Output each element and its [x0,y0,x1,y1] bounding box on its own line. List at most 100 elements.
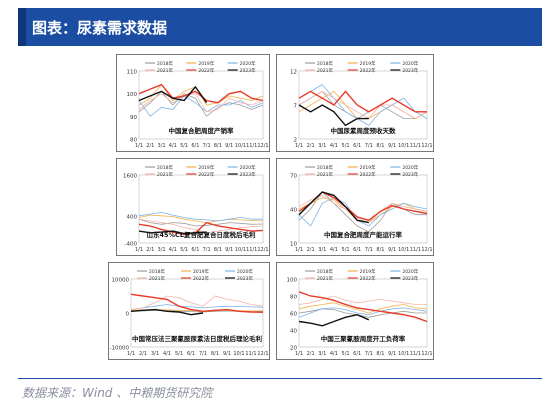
x-tick-label: 3/1 [318,351,326,357]
x-tick-label: 1/1 [135,143,143,149]
chart-panel-1: 110 100 90 80 1/1 2/1 3/1 4/1 5/1 6/1 7/1 8/1 9/1 10/… [116,54,270,152]
y-tick-label: 80 [290,295,297,301]
x-tick-label: 6/1 [353,143,361,149]
y-tick-label: 12 [290,70,297,76]
legend-label: 2020年 [402,268,418,275]
x-tick-label: 7/1 [199,351,207,357]
y-tick-label: -400 [125,242,138,248]
series-line-6 [298,104,369,127]
y-tick-label: 110 [127,70,138,76]
source-note: 数据来源：Wind 、中粮期货研究院 [22,386,213,400]
chart-1: 110 100 90 801/1 2/1 3/1 4/1 5/1 6/1 7/1 8/1 9/1 10/… [127,60,269,149]
y-tick-label: 40 [290,329,297,335]
legend-label: 2021年 [317,171,333,178]
legend-label: 2021年 [149,275,165,282]
legend-label: 2019年 [360,164,376,171]
x-tick-label: 9/1 [388,143,396,149]
legend-label: 2023年 [240,67,256,74]
x-tick-label: 4/1 [330,351,338,357]
series-line-1 [138,218,264,227]
y-tick-label: 70 [290,174,297,180]
x-tick-label: 5/1 [342,247,350,253]
x-tick-label: 12/1 [257,247,268,253]
x-tick-label: 4/1 [330,143,338,149]
x-tick-label: 5/1 [175,351,183,357]
x-tick-label: 4/1 [163,351,171,357]
page-title: 图表：尿素需求数据 [32,19,168,37]
x-tick-label: 5/1 [180,247,188,253]
series-line-2 [298,302,428,314]
legend-label: 2021年 [317,67,333,74]
legend-label: 2020年 [237,268,253,275]
x-tick-label: 2/1 [146,143,154,149]
plot-area [130,278,264,348]
x-tick-label: 10/1 [398,247,409,253]
x-tick-label: 10/1 [398,351,409,357]
x-tick-label: 11/1 [246,143,257,149]
chart-2: 12 7 21/1 2/1 3/1 4/1 5/1 6/1 7/1 8/1 9/1 10/1 11/1 1… [290,60,433,149]
x-tick-label: 9/1 [225,247,233,253]
series-line-3 [298,84,428,126]
x-tick-label: 8/1 [214,143,222,149]
x-tick-label: 12/1 [421,247,432,253]
series-line-3 [298,197,428,227]
legend-label: 2020年 [240,60,256,67]
x-tick-label: 12/1 [257,143,268,149]
chart-title: 中国复合肥周度产销率 [169,126,235,135]
y-tick-label: -10000 [110,346,130,352]
y-tick-label: 80 [130,138,137,144]
x-tick-label: 7/1 [365,143,373,149]
legend-label: 2019年 [360,60,376,67]
x-tick-label: 6/1 [187,351,195,357]
legend-label: 2021年 [317,275,333,282]
chart-title: 中国复合肥周度产能运行率 [324,230,403,239]
legend-label: 2022年 [360,171,376,178]
x-tick-label: 11/1 [246,247,257,253]
x-tick-label: 10/1 [398,143,409,149]
y-tick-label: 7 [294,104,298,110]
y-tick-label: 100 [287,278,298,284]
chart-panel-3: 1600 400 -400 1/1 2/1 3/1 4/1 5/1 6/1 7/1 8/1 9/1 10… [116,158,270,256]
x-tick-label: 4/1 [330,247,338,253]
series-line-4 [130,295,264,310]
series-line-6 [298,191,369,224]
chart-4: 70 40 101/1 2/1 3/1 4/1 5/1 6/1 7/1 8/1 9/1 10/1 11/… [290,164,433,253]
x-tick-label: 9/1 [388,247,396,253]
header-bar: 图表：尿素需求数据 [18,8,542,46]
legend-label: 2020年 [240,164,256,171]
series-line-3 [138,95,264,117]
y-tick-label: 2 [294,138,298,144]
chart-title: 中国尿素周度预收天数 [331,126,397,135]
chart-panel-4: 70 40 10 1/1 2/1 3/1 4/1 5/1 6/1 7/1 8/1 9/1 10/1 11/… [276,158,434,256]
series-line-5 [298,90,427,113]
chart-title: 中国常压法三聚氰胺尿素法日度税后理论毛利 [132,334,263,343]
legend-label: 2021年 [157,171,173,178]
series-line-3 [298,307,428,318]
y-tick-label: 20 [290,346,297,352]
legend-label: 2018年 [157,164,173,171]
series-line-2 [138,214,264,224]
legend-label: 2018年 [317,60,333,67]
chart-title: 山东45%CL复合肥复合日度税后毛利 [147,230,256,239]
x-tick-label: 2/1 [139,351,147,357]
series-line-4 [298,194,428,224]
x-tick-label: 3/1 [318,143,326,149]
legend-label: 2023年 [402,67,418,74]
x-tick-label: 11/1 [410,351,421,357]
series-line-6 [138,230,207,235]
x-tick-label: 8/1 [214,247,222,253]
legend-label: 2019年 [198,60,214,67]
x-tick-label: 11/1 [410,143,421,149]
legend-label: 2019年 [198,164,214,171]
y-tick-label: 10 [290,242,297,248]
x-tick-label: 3/1 [158,247,166,253]
y-tick-label: 100 [127,92,138,98]
x-tick-label: 4/1 [169,143,177,149]
x-tick-label: 7/1 [203,143,211,149]
x-tick-label: 5/1 [342,351,350,357]
legend-label: 2022年 [198,171,214,178]
x-tick-label: 7/1 [365,351,373,357]
series-line-3 [138,211,263,222]
